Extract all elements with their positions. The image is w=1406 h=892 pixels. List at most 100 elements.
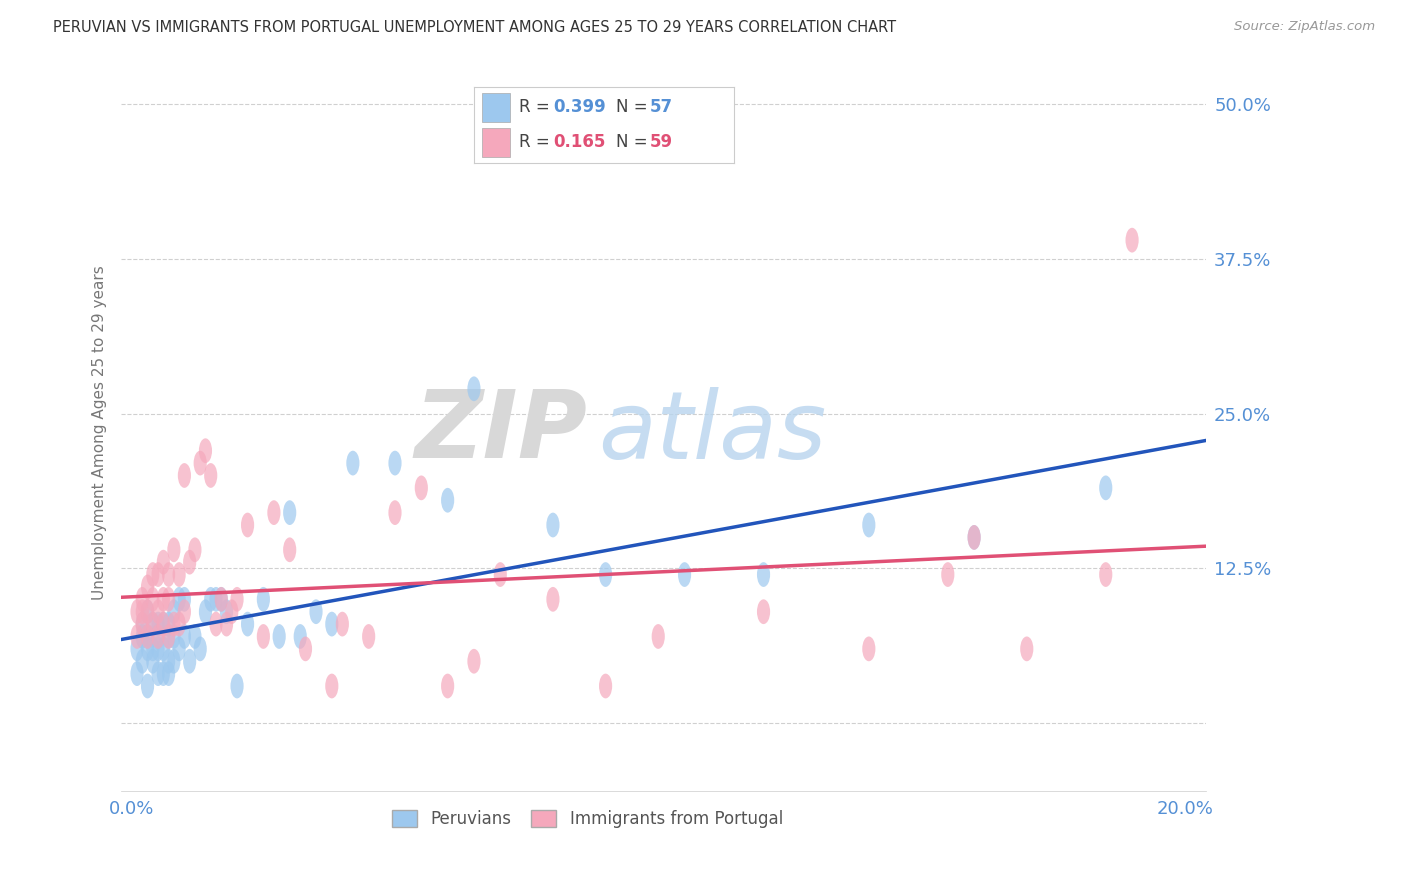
Ellipse shape xyxy=(547,513,560,537)
Ellipse shape xyxy=(678,562,692,587)
Ellipse shape xyxy=(146,637,159,661)
Ellipse shape xyxy=(152,624,165,648)
Ellipse shape xyxy=(194,450,207,475)
Ellipse shape xyxy=(441,488,454,513)
Ellipse shape xyxy=(146,562,159,587)
Legend: Peruvians, Immigrants from Portugal: Peruvians, Immigrants from Portugal xyxy=(385,803,790,835)
Ellipse shape xyxy=(215,587,228,612)
Ellipse shape xyxy=(388,500,402,525)
Ellipse shape xyxy=(173,587,186,612)
Ellipse shape xyxy=(441,673,454,698)
Ellipse shape xyxy=(219,612,233,637)
Text: ZIP: ZIP xyxy=(415,386,588,478)
Ellipse shape xyxy=(257,587,270,612)
Ellipse shape xyxy=(141,624,155,648)
Ellipse shape xyxy=(141,574,155,599)
Ellipse shape xyxy=(967,525,981,549)
Ellipse shape xyxy=(209,612,222,637)
Ellipse shape xyxy=(141,637,155,661)
Ellipse shape xyxy=(188,624,201,648)
Ellipse shape xyxy=(146,648,159,673)
Ellipse shape xyxy=(183,648,197,673)
Ellipse shape xyxy=(325,673,339,698)
Ellipse shape xyxy=(141,673,155,698)
Ellipse shape xyxy=(162,624,176,648)
Ellipse shape xyxy=(467,648,481,673)
Ellipse shape xyxy=(363,624,375,648)
Ellipse shape xyxy=(156,587,170,612)
Ellipse shape xyxy=(294,624,307,648)
Ellipse shape xyxy=(162,587,176,612)
Ellipse shape xyxy=(152,661,165,686)
Ellipse shape xyxy=(177,624,191,648)
Ellipse shape xyxy=(862,513,876,537)
Ellipse shape xyxy=(273,624,285,648)
Ellipse shape xyxy=(136,648,149,673)
Ellipse shape xyxy=(204,463,218,488)
Ellipse shape xyxy=(599,673,612,698)
Ellipse shape xyxy=(309,599,322,624)
Ellipse shape xyxy=(346,450,360,475)
Ellipse shape xyxy=(162,624,176,648)
Ellipse shape xyxy=(152,624,165,648)
Ellipse shape xyxy=(231,673,243,698)
Ellipse shape xyxy=(162,562,176,587)
Ellipse shape xyxy=(177,587,191,612)
Ellipse shape xyxy=(173,637,186,661)
Ellipse shape xyxy=(388,450,402,475)
Ellipse shape xyxy=(1125,227,1139,252)
Ellipse shape xyxy=(152,612,165,637)
Ellipse shape xyxy=(1099,562,1112,587)
Ellipse shape xyxy=(131,661,143,686)
Ellipse shape xyxy=(756,562,770,587)
Ellipse shape xyxy=(198,599,212,624)
Ellipse shape xyxy=(209,587,222,612)
Ellipse shape xyxy=(219,599,233,624)
Ellipse shape xyxy=(146,587,159,612)
Ellipse shape xyxy=(415,475,427,500)
Ellipse shape xyxy=(167,537,180,562)
Ellipse shape xyxy=(167,648,180,673)
Ellipse shape xyxy=(283,500,297,525)
Ellipse shape xyxy=(599,562,612,587)
Ellipse shape xyxy=(162,661,176,686)
Ellipse shape xyxy=(177,599,191,624)
Ellipse shape xyxy=(136,599,149,624)
Ellipse shape xyxy=(156,612,170,637)
Ellipse shape xyxy=(162,612,176,637)
Ellipse shape xyxy=(204,587,218,612)
Ellipse shape xyxy=(167,599,180,624)
Ellipse shape xyxy=(215,587,228,612)
Ellipse shape xyxy=(1099,475,1112,500)
Ellipse shape xyxy=(862,637,876,661)
Ellipse shape xyxy=(152,562,165,587)
Ellipse shape xyxy=(188,537,201,562)
Ellipse shape xyxy=(156,661,170,686)
Ellipse shape xyxy=(240,612,254,637)
Ellipse shape xyxy=(267,500,280,525)
Ellipse shape xyxy=(156,637,170,661)
Ellipse shape xyxy=(1021,637,1033,661)
Ellipse shape xyxy=(156,612,170,637)
Ellipse shape xyxy=(146,612,159,637)
Ellipse shape xyxy=(941,562,955,587)
Ellipse shape xyxy=(756,599,770,624)
Ellipse shape xyxy=(136,612,149,637)
Ellipse shape xyxy=(225,599,239,624)
Ellipse shape xyxy=(173,612,186,637)
Ellipse shape xyxy=(967,525,981,549)
Ellipse shape xyxy=(299,637,312,661)
Ellipse shape xyxy=(141,599,155,624)
Ellipse shape xyxy=(283,537,297,562)
Ellipse shape xyxy=(467,376,481,401)
Y-axis label: Unemployment Among Ages 25 to 29 years: Unemployment Among Ages 25 to 29 years xyxy=(93,265,107,599)
Ellipse shape xyxy=(240,513,254,537)
Ellipse shape xyxy=(547,587,560,612)
Ellipse shape xyxy=(494,562,508,587)
Ellipse shape xyxy=(156,549,170,574)
Ellipse shape xyxy=(325,612,339,637)
Ellipse shape xyxy=(136,624,149,648)
Ellipse shape xyxy=(162,648,176,673)
Ellipse shape xyxy=(231,587,243,612)
Ellipse shape xyxy=(336,612,349,637)
